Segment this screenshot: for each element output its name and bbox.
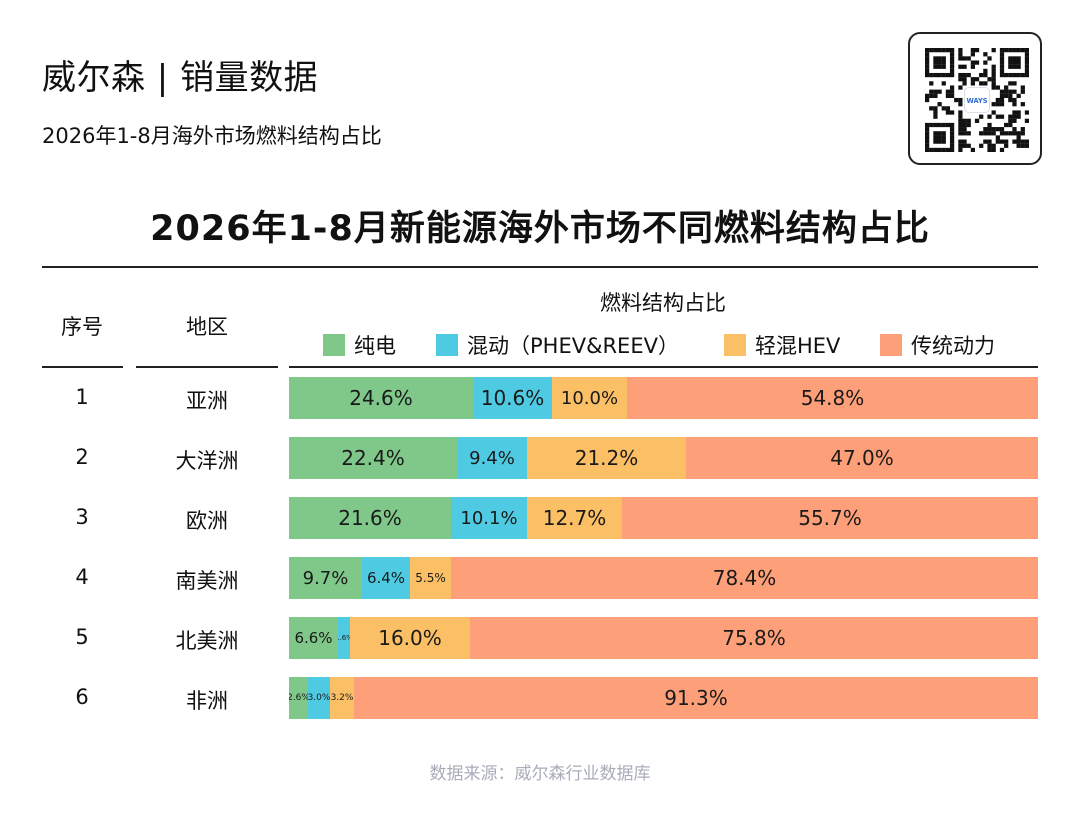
data-label: 10.0% xyxy=(560,387,619,409)
legend-label: 传统动力 xyxy=(911,334,995,358)
row-number: 3 xyxy=(75,505,89,529)
stacked-bar: 2.6%3.0%3.2% 91.3% xyxy=(289,677,1038,719)
segment-mild-hev: 21.2% xyxy=(527,437,686,479)
data-label: 5.5% xyxy=(415,571,446,585)
legend-label: 纯电 xyxy=(354,334,396,358)
legend-item-pure-ev: 纯电 xyxy=(323,330,396,360)
segment-ice: 55.7% xyxy=(622,497,1038,539)
data-label: 55.7% xyxy=(798,506,862,530)
brand-title: 威尔森 | 销量数据 xyxy=(42,58,319,98)
data-label: 54.8% xyxy=(800,386,865,410)
stacked-bar: 24.6% 10.6% 10.0% 54.8% xyxy=(289,377,1038,419)
segment-pure-ev: 2.6% xyxy=(289,677,308,719)
stacked-bar: 21.6% 10.1% 12.7% 55.7% xyxy=(289,497,1038,539)
data-label: 3.2% xyxy=(330,693,354,703)
row-region-label: 北美洲 xyxy=(175,629,239,653)
data-label: 47.0% xyxy=(830,446,894,470)
segment-mild-hev: 12.7% xyxy=(527,497,622,539)
data-label: 2.6% xyxy=(289,693,308,703)
legend-item-ice: 传统动力 xyxy=(880,330,995,360)
header-underline-region xyxy=(136,366,278,368)
chart-title: 2026年1-8月新能源海外市场不同燃料结构占比 xyxy=(150,209,930,249)
legend-swatch xyxy=(880,334,902,356)
segment-hybrid: 1.6% xyxy=(338,617,350,659)
segment-pure-ev: 22.4% xyxy=(289,437,457,479)
data-label: 22.4% xyxy=(341,446,405,470)
data-label: 75.8% xyxy=(722,626,786,650)
legend-item-hybrid: 混动（PHEV&REEV） xyxy=(436,330,679,360)
data-source: 数据来源：威尔森行业数据库 xyxy=(429,764,651,784)
legend-item-mild-hev: 轻混HEV xyxy=(724,330,840,360)
segment-hybrid: 6.4% xyxy=(362,557,410,599)
segment-ice: 47.0% xyxy=(686,437,1038,479)
data-label: 9.4% xyxy=(469,447,515,469)
header-underline-chart xyxy=(289,366,1038,368)
segment-hybrid: 3.0% xyxy=(308,677,330,719)
brand-subtitle: 2026年1-8月海外市场燃料结构占比 xyxy=(42,124,382,148)
column-header-region: 地区 xyxy=(186,315,228,339)
legend-label: 轻混HEV xyxy=(755,334,841,358)
legend-label: 混动（PHEV&REEV） xyxy=(467,334,679,358)
row-region-label: 南美洲 xyxy=(175,569,239,593)
row-number: 4 xyxy=(75,565,89,589)
segment-hybrid: 10.6% xyxy=(473,377,552,419)
qr-code-icon: WAYS xyxy=(925,48,1029,152)
data-label: 24.6% xyxy=(349,386,413,410)
data-label: 1.6% xyxy=(338,634,350,642)
qr-code: WAYS xyxy=(908,32,1042,165)
data-label: 12.7% xyxy=(542,506,607,530)
segment-hybrid: 9.4% xyxy=(457,437,527,479)
qr-logo xyxy=(964,87,990,113)
divider xyxy=(42,266,1038,268)
legend-swatch xyxy=(724,334,746,356)
legend-swatch xyxy=(436,334,458,356)
data-label: 21.6% xyxy=(338,506,402,530)
data-label: 10.6% xyxy=(480,386,545,410)
row-number: 2 xyxy=(75,445,89,469)
row-region-label: 非洲 xyxy=(186,689,228,713)
segment-ice: 91.3% xyxy=(354,677,1038,719)
header-underline-seq xyxy=(42,366,123,368)
data-label: 21.2% xyxy=(574,446,639,470)
segment-mild-hev: 5.5% xyxy=(410,557,451,599)
data-label: 6.6% xyxy=(294,629,333,647)
row-number: 5 xyxy=(75,625,89,649)
data-label: 3.0% xyxy=(308,693,330,703)
row-number: 6 xyxy=(75,685,89,709)
row-region-label: 亚洲 xyxy=(186,389,228,413)
segment-hybrid: 10.1% xyxy=(451,497,527,539)
stacked-bar: 6.6% 1.6% 16.0% 75.8% xyxy=(289,617,1038,659)
legend-swatch xyxy=(323,334,345,356)
segment-ice: 78.4% xyxy=(451,557,1038,599)
segment-mild-hev: 10.0% xyxy=(552,377,627,419)
data-label: 91.3% xyxy=(664,686,728,710)
row-region-label: 大洋洲 xyxy=(175,449,239,473)
segment-ice: 75.8% xyxy=(470,617,1038,659)
segment-pure-ev: 21.6% xyxy=(289,497,451,539)
data-label: 9.7% xyxy=(302,567,349,589)
row-number: 1 xyxy=(75,385,89,409)
column-header-fuel-share: 燃料结构占比 xyxy=(600,291,726,315)
column-header-seq: 序号 xyxy=(61,315,103,339)
segment-mild-hev: 3.2% xyxy=(330,677,354,719)
segment-pure-ev: 9.7% xyxy=(289,557,362,599)
data-label: 6.4% xyxy=(366,569,406,587)
qr-logo-text: WAYS xyxy=(966,97,987,105)
segment-pure-ev: 6.6% xyxy=(289,617,338,659)
data-label: 16.0% xyxy=(378,626,442,650)
data-label: 10.1% xyxy=(460,507,518,529)
stacked-bar: 9.7% 6.4% 5.5% 78.4% xyxy=(289,557,1038,599)
stacked-bar: 22.4% 9.4% 21.2% 47.0% xyxy=(289,437,1038,479)
data-label: 78.4% xyxy=(712,566,777,590)
row-region-label: 欧洲 xyxy=(186,509,228,533)
segment-pure-ev: 24.6% xyxy=(289,377,473,419)
segment-ice: 54.8% xyxy=(627,377,1038,419)
segment-mild-hev: 16.0% xyxy=(350,617,470,659)
